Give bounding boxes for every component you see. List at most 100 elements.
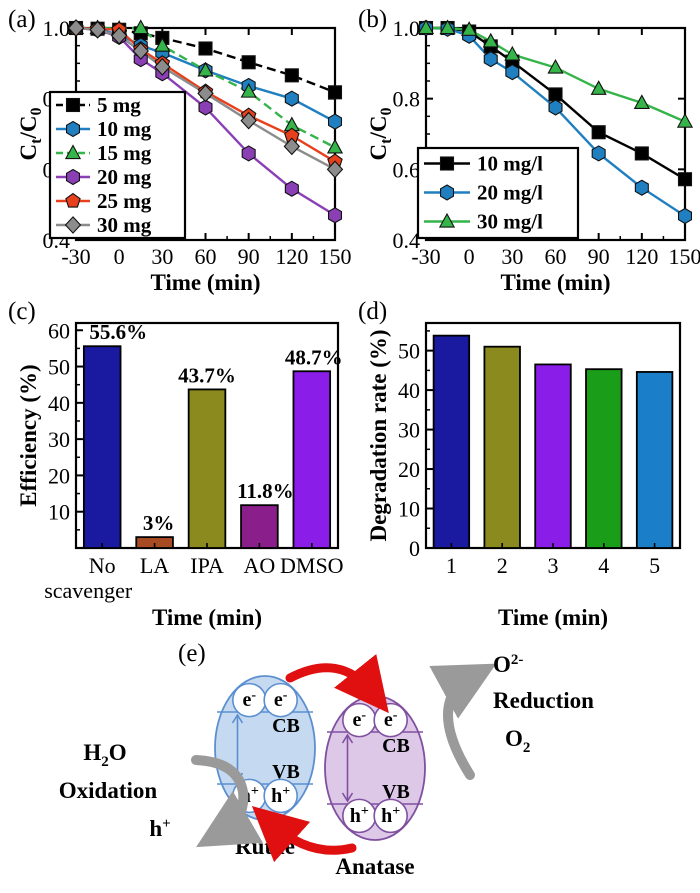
bar-value-label: 55.6% [89, 320, 147, 344]
data-point-marker [439, 156, 455, 171]
data-point-marker [326, 160, 344, 179]
data-point-marker [439, 19, 456, 35]
x-axis-tick-label: 0 [464, 244, 475, 269]
data-point-marker [326, 138, 344, 154]
y-axis-title: Ct/C0 [366, 108, 395, 161]
y-axis-tick-label: 40 [48, 391, 70, 416]
x-axis-title: Time (min) [498, 605, 608, 630]
x-axis-tick-label: 60 [195, 244, 217, 269]
bar [292, 370, 332, 549]
reduction-product-label: O2- [493, 652, 523, 677]
x-axis-title: Time (min) [152, 605, 262, 630]
reduction-process-label: Reduction [493, 688, 594, 713]
data-point-marker [284, 180, 299, 197]
data-point-marker [132, 42, 149, 60]
panel-e-diagram: CB VB e-e-h+ h+ Rutile CB VB e-e-h+ h+ Anatase O2-… [0, 620, 700, 893]
legend-label: 30 mg [97, 213, 152, 237]
x-axis-tick-label: 90 [238, 244, 260, 269]
particle-name-label: Anatase [335, 854, 414, 879]
data-point-marker [64, 144, 82, 160]
data-point-marker [634, 179, 649, 196]
x-axis-category-label: 4 [598, 553, 609, 578]
bar-value-label: 48.7% [285, 345, 343, 369]
y-axis-tick-label: 0.4 [393, 228, 421, 253]
x-axis-tick-label: 0 [114, 244, 125, 269]
oxidation-reactant-label: H2O [83, 740, 126, 770]
y-axis-tick-label: 30 [48, 427, 70, 452]
y-axis-tick-label: 1.0 [43, 16, 71, 41]
y-axis-tick-label: 60 [48, 318, 70, 343]
x-axis-tick-label: 120 [625, 244, 658, 269]
legend-label: 20 mg/l [477, 181, 543, 205]
x-axis-tick-label: -30 [411, 244, 440, 269]
data-point-marker [438, 212, 456, 228]
bar [240, 504, 279, 549]
x-axis-category-label: IPA [190, 553, 224, 578]
oxidation-arrow [191, 755, 264, 848]
data-point-marker [677, 172, 693, 187]
data-point-marker [65, 168, 81, 186]
data-point-marker [461, 21, 478, 36]
data-point-marker [240, 82, 257, 98]
panel-label-e: (e) [178, 640, 206, 667]
data-point-marker [327, 85, 343, 100]
data-point-marker [64, 216, 82, 234]
x-axis-category-label: 1 [446, 553, 457, 578]
data-point-marker [548, 99, 563, 116]
data-point-marker [154, 57, 171, 76]
panel-label-a: (a) [8, 6, 36, 33]
data-point-marker [132, 19, 149, 35]
legend-label: 10 mg/l [477, 152, 543, 176]
reduction-reactant-label: O2 [505, 726, 530, 756]
data-point-marker [283, 137, 301, 156]
x-axis-tick-label: 120 [275, 244, 308, 269]
data-point-marker [591, 145, 606, 162]
data-point-marker [197, 61, 214, 77]
bar-value-label: 3% [143, 511, 175, 535]
data-point-marker [439, 184, 455, 201]
x-axis-title: Time (min) [150, 270, 260, 295]
y-axis-tick-label: 10 [398, 497, 420, 522]
y-axis-title: Ct/C0 [16, 108, 45, 161]
x-axis-tick-label: 30 [501, 244, 523, 269]
svg-text:Ct/C0: Ct/C0 [16, 108, 45, 161]
cb-label: CB [382, 735, 410, 757]
hole-transfer-arrow [251, 806, 357, 863]
legend-label: 10 mg [97, 117, 152, 141]
x-axis-category-label: DMSO [280, 553, 344, 578]
y-axis-tick-label: 50 [48, 355, 70, 380]
bandgap-arrow-head [231, 713, 244, 724]
legend-label: 30 mg/l [477, 210, 543, 234]
data-point-marker [327, 113, 343, 130]
y-axis-tick-label: 50 [398, 339, 420, 364]
y-axis-tick-label: 40 [398, 378, 420, 403]
x-axis-tick-label: 60 [545, 244, 567, 269]
cb-label: CB [272, 715, 300, 737]
data-point-marker [505, 64, 520, 81]
data-point-marker [677, 207, 693, 225]
panel-label-b: (b) [358, 6, 388, 33]
legend-label: 5 mg [97, 93, 141, 117]
legend-label: 15 mg [97, 141, 152, 165]
panel-b-chart: -30 0 30 60 90 120 150 0.4 0.6 0.8 1.0 Time (min) Ct… [350, 0, 700, 300]
x-axis-category-label: AO [244, 553, 276, 578]
data-point-marker [483, 50, 498, 68]
oxidation-process-label: Oxidation [59, 778, 158, 803]
bar [483, 345, 521, 549]
legend-label: 20 mg [97, 165, 152, 189]
bar [432, 334, 471, 549]
data-point-marker [633, 94, 650, 109]
panel-label-d: (d) [358, 298, 388, 325]
carrier-circle [263, 682, 298, 718]
carrier-circle [373, 798, 408, 834]
y-axis-tick-label: 20 [48, 463, 70, 488]
data-point-marker [284, 68, 299, 83]
y-axis-tick-label: 20 [398, 457, 420, 482]
data-point-marker [197, 84, 214, 103]
y-axis-title: Degradation rate (%) [366, 329, 391, 541]
x-axis-tick-label: 30 [151, 244, 173, 269]
x-axis-category-label: 5 [649, 553, 660, 578]
data-point-marker [241, 55, 256, 70]
data-point-marker [482, 32, 499, 48]
